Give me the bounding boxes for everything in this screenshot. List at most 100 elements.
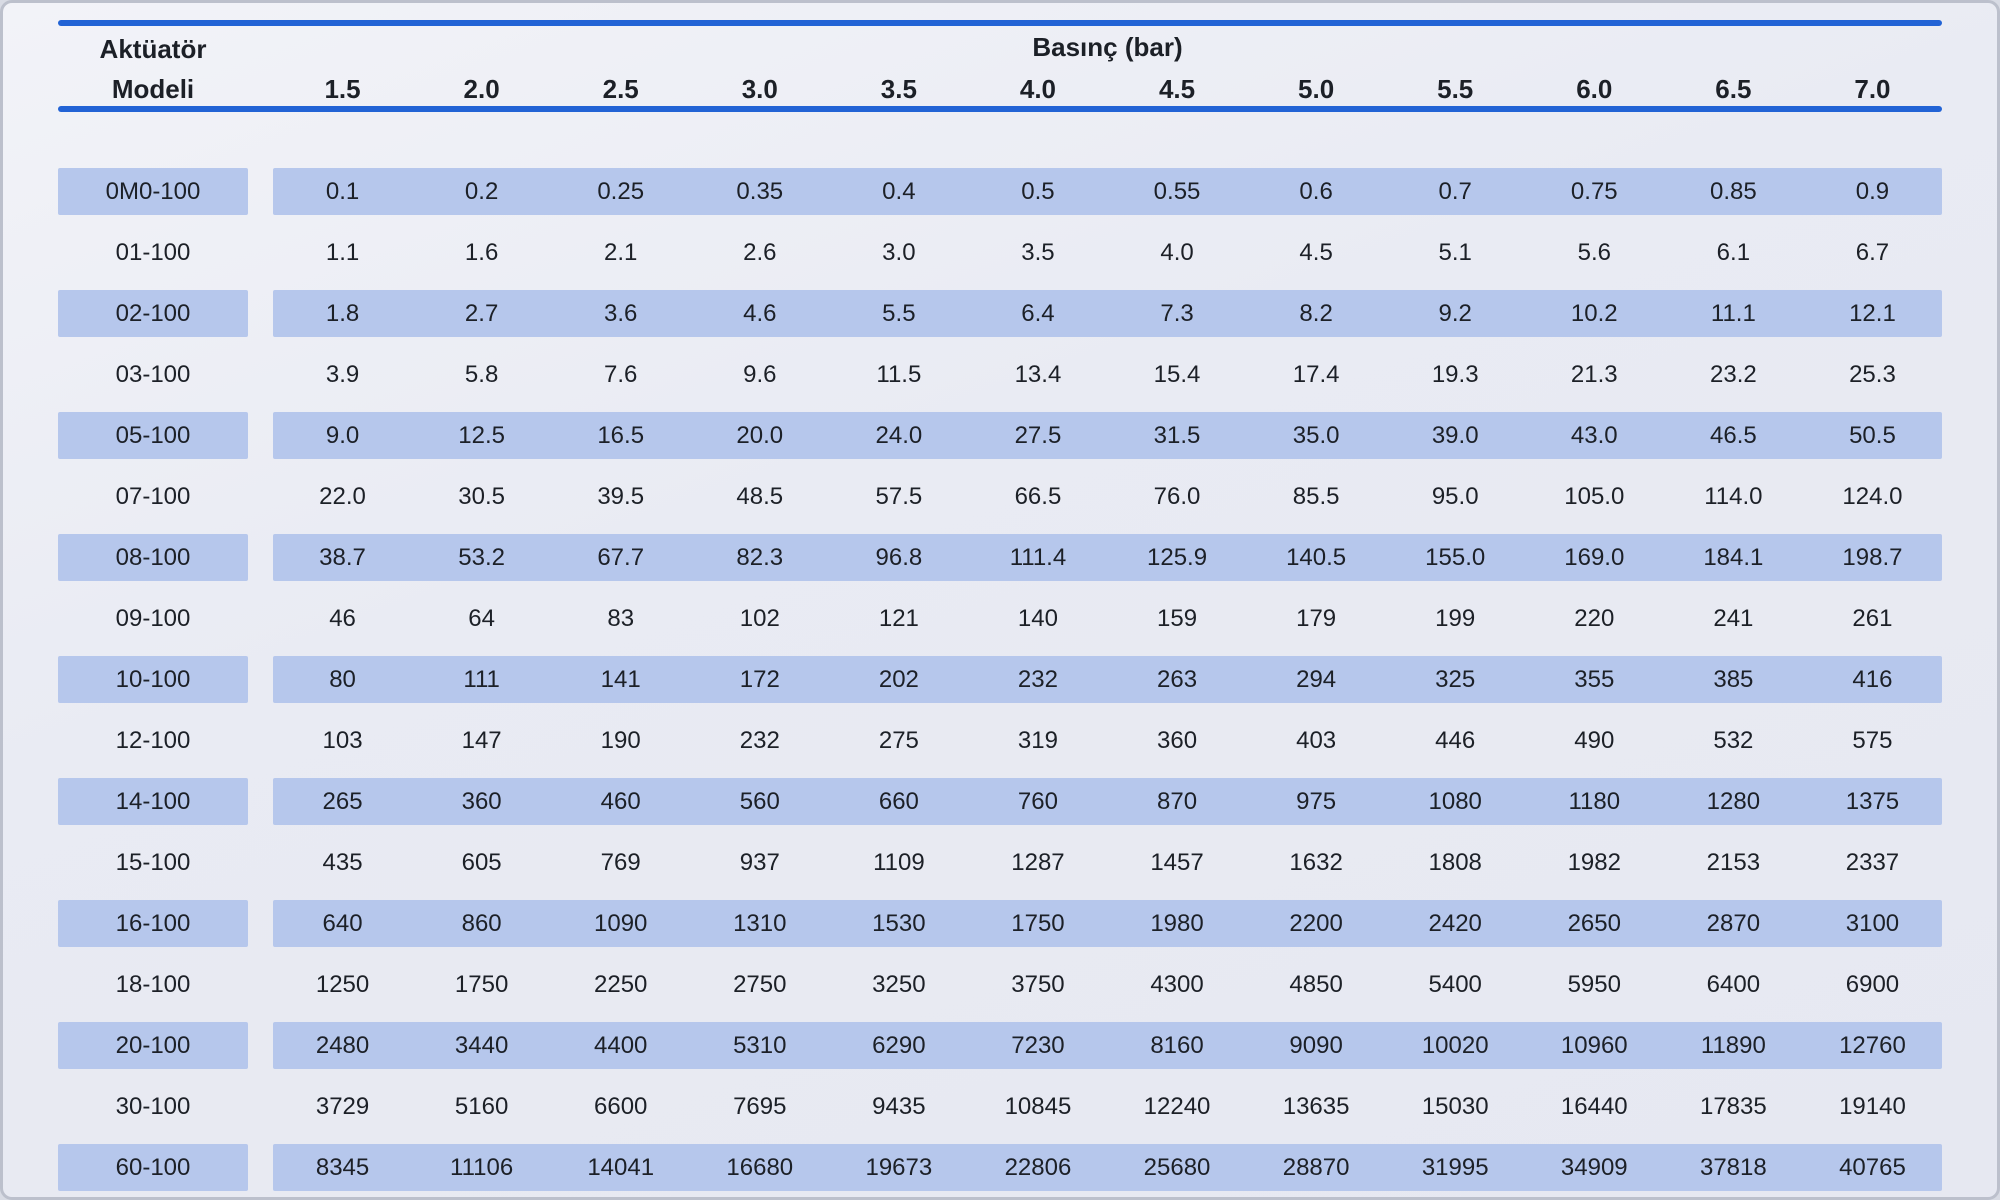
value-cell: 13.4 [1014,360,1062,388]
value-cell: 111 [463,665,500,693]
model-cell: 18-100 [115,971,191,998]
value-cell: 5400 [1428,970,1482,998]
value-cell: 1109 [873,848,925,876]
value-cell: 3440 [454,1031,509,1059]
value-cell: 76.0 [1153,482,1201,510]
value-cell: 532 [1713,726,1754,754]
value-cell: 46 [329,604,356,632]
model-cell: 16-100 [58,900,248,947]
value-cell: 5160 [454,1092,509,1120]
pressure-column-header: 2.0 [463,74,500,104]
value-cell: 0.9 [1855,177,1890,205]
value-cell: 1375 [1845,787,1900,815]
value-cell: 19673 [865,1153,933,1181]
row-values: 435 605 769 937 1109 1287 1457 1632 1808 1982 2153… [273,839,1942,886]
value-cell: 4.0 [1160,238,1194,266]
value-cell: 23.2 [1710,360,1757,388]
row-values: 265 360 460 560 660 760 870 975 1080 1180 1280 1375 [273,778,1942,825]
value-cell: 12240 [1143,1092,1211,1120]
value-cell: 19.3 [1431,360,1479,388]
value-cell: 83 [607,604,635,632]
value-cell: 2420 [1428,909,1482,937]
value-cell: 0.25 [597,177,645,205]
row-values: 0.1 0.2 0.25 0.35 0.4 0.5 0.55 0.6 0.7 0.75 0.85 0.… [273,168,1942,215]
top-rule [58,20,1942,26]
table-row: 10-100 80 111 141 172 202 232 263 294 325 355 385 41… [58,649,1942,710]
value-cell: 1280 [1706,787,1761,815]
value-cell: 860 [461,909,502,937]
pressure-column-header: 6.0 [1576,74,1613,104]
row-values: 80 111 141 172 202 232 263 294 325 355 385 416 [273,656,1942,703]
pressure-column-header: 2.5 [602,74,639,104]
model-header-line1: Aktüatör [99,34,207,64]
value-cell: 0.4 [882,177,916,205]
value-cell: 57.5 [875,482,923,510]
value-cell: 416 [1852,665,1893,693]
value-cell: 403 [1296,726,1337,754]
value-cell: 1982 [1567,848,1621,876]
value-cell: 4400 [594,1031,648,1059]
model-cell: 14-100 [58,778,248,825]
model-cell: 08-100 [58,534,248,581]
value-cell: 7230 [1011,1031,1065,1059]
row-values: 1250 1750 2250 2750 3250 3750 4300 4850 5400 5950… [273,961,1942,1008]
value-cell: 261 [1852,604,1893,632]
value-cell: 2480 [315,1031,370,1059]
value-cell: 232 [1017,665,1058,693]
value-cell: 9.0 [325,421,360,449]
value-cell: 2.6 [743,238,777,266]
value-cell: 937 [739,848,780,876]
value-cell: 39.5 [597,482,645,510]
row-values: 3.9 5.8 7.6 9.6 11.5 13.4 15.4 17.4 19.3 21.3 23.2… [273,351,1942,398]
value-cell: 319 [1017,726,1058,754]
value-cell: 25.3 [1849,360,1896,388]
value-cell: 1.8 [325,299,360,327]
value-cell: 14041 [587,1153,655,1181]
value-cell: 17835 [1699,1092,1767,1120]
value-cell: 9435 [872,1092,926,1120]
value-cell: 10.2 [1570,299,1618,327]
value-cell: 1180 [1568,787,1621,815]
value-cell: 11890 [1700,1031,1766,1059]
value-cell: 22.0 [319,482,366,510]
value-cell: 121 [878,604,919,632]
value-cell: 190 [600,726,641,754]
row-values: 2480 3440 4400 5310 6290 7230 8160 9090 10020 109… [273,1022,1942,1069]
value-cell: 5310 [733,1031,787,1059]
value-cell: 13635 [1282,1092,1350,1120]
value-cell: 2750 [733,970,787,998]
value-cell: 360 [461,787,502,815]
pressure-header-area: Basınç (bar) 1.5 2.0 2.5 3.0 3.5 4.0 4.5 5.0 5.5… [273,29,1942,109]
value-cell: 560 [739,787,780,815]
value-cell: 82.3 [736,543,784,571]
value-cell: 1750 [454,970,509,998]
model-cell: 0M0-100 [58,168,248,215]
value-cell: 202 [878,665,919,693]
value-cell: 15.4 [1153,360,1201,388]
model-cell: 15-100 [115,849,191,876]
value-cell: 6.7 [1855,238,1890,266]
value-cell: 17.4 [1292,360,1340,388]
value-cell: 220 [1574,604,1615,632]
value-cell: 53.2 [458,543,505,571]
header-rule [58,106,1942,112]
value-cell: 22806 [1004,1153,1072,1181]
table-row: 60-100 8345 11106 14041 16680 19673 22806 25680… [58,1137,1942,1197]
value-cell: 46.5 [1710,421,1757,449]
row-values: 640 860 1090 1310 1530 1750 1980 2200 2420 2650 28… [273,900,1942,947]
value-cell: 169.0 [1564,543,1625,571]
value-cell: 20.0 [736,421,784,449]
value-cell: 355 [1574,665,1615,693]
table-row: 02-100 1.8 2.7 3.6 4.6 5.5 6.4 7.3 8.2 9.2 10.2 11.… [58,283,1942,344]
value-cell: 3100 [1845,909,1900,937]
value-cell: 1980 [1150,909,1204,937]
pressure-column-header: 4.5 [1158,74,1196,104]
table-row: 0M0-100 0.1 0.2 0.25 0.35 0.4 0.5 0.55 0.6 0.7 0.7… [58,161,1942,222]
value-cell: 19140 [1839,1092,1906,1120]
value-cell: 9090 [1289,1031,1343,1059]
row-values: 38.7 53.2 67.7 82.3 96.8 111.4 125.9 140.5 155.0… [273,534,1942,581]
value-cell: 50.5 [1849,421,1896,449]
table-row: 08-100 38.7 53.2 67.7 82.3 96.8 111.4 125.9 140.… [58,527,1942,588]
value-cell: 31.5 [1153,421,1201,449]
row-values: 22.0 30.5 39.5 48.5 57.5 66.5 76.0 85.5 95.0 105.… [273,473,1942,520]
